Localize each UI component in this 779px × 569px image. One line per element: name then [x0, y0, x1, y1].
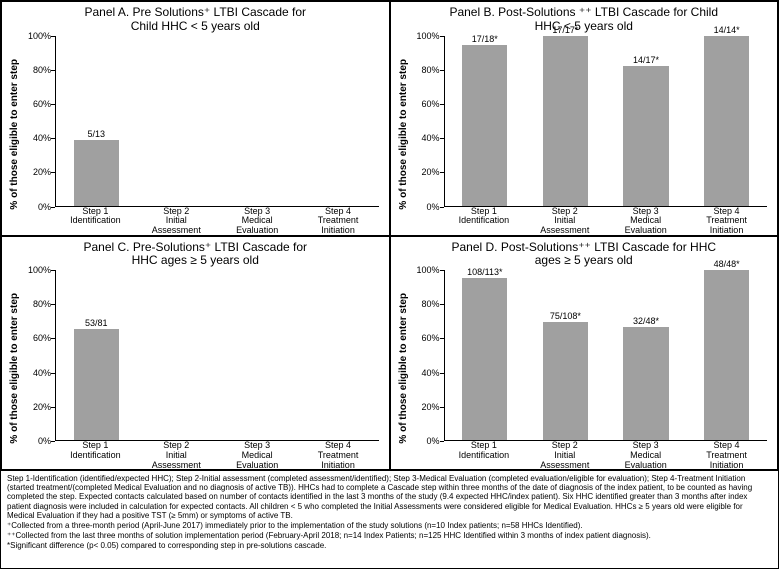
bars-region: 53/81	[55, 270, 379, 441]
y-tick-label: 40%	[33, 368, 51, 378]
y-tick-label: 80%	[421, 299, 439, 309]
y-axis: 0%20%40%60%80%100%	[23, 270, 53, 441]
panel-a: Panel A. Pre Solutions⁺ LTBI Cascade for…	[1, 1, 390, 236]
x-tick-label: Step 1 Identification	[444, 441, 525, 467]
y-tick-label: 100%	[416, 265, 439, 275]
y-axis-label: % of those eligible to enter step	[8, 293, 21, 444]
bars-region: 108/113* 75/108* 32/48* 48/48*	[444, 270, 768, 441]
x-tick-label: Step 4 Treatment Initiation	[298, 441, 379, 467]
y-tick-label: 80%	[33, 65, 51, 75]
panel-b: Panel B. Post-Solutions ⁺⁺ LTBI Cascade …	[390, 1, 779, 236]
bar-value-label: 32/48*	[633, 316, 659, 326]
chart-area: % of those eligible to enter step 0% 20% 40…	[397, 36, 772, 233]
chart-area: % of those eligible to enter step 0% 20% 40…	[8, 270, 383, 467]
x-tick-label: Step 3 Medical Evaluation	[605, 207, 686, 233]
x-tick-label: Step 1 Identification	[444, 207, 525, 233]
bar-value-label: 17/18*	[472, 34, 498, 44]
x-tick-label: Step 4 Treatment Initiation	[686, 207, 767, 233]
y-tick-label: 60%	[33, 333, 51, 343]
x-tick-label: Step 1 Identification	[55, 441, 136, 467]
x-tick-label: Step 4 Treatment Initiation	[686, 441, 767, 467]
y-tick-label: 0%	[426, 202, 439, 212]
y-tick-label: 40%	[421, 133, 439, 143]
footnote-line: ⁺⁺Collected from the last three months o…	[7, 531, 772, 540]
x-axis-labels: Step 1 IdentificationStep 2 Initial Asse…	[55, 207, 379, 233]
y-tick-label: 40%	[33, 133, 51, 143]
y-axis-label: % of those eligible to enter step	[397, 59, 410, 210]
x-tick-label: Step 2 Initial Assessment	[136, 207, 217, 233]
bar-value-label: 108/113*	[467, 267, 502, 277]
bar-value-label: 75/108*	[550, 311, 581, 321]
plot: 0%20%40%60%80%100%5/13Step 1 Identificat…	[23, 36, 383, 233]
panel-title: Panel C. Pre-Solutions⁺ LTBI Cascade for…	[8, 241, 383, 269]
x-tick-label: Step 3 Medical Evaluation	[217, 441, 298, 467]
bar: 48/48*	[704, 270, 749, 440]
x-tick-label: Step 2 Initial Assessment	[524, 441, 605, 467]
panels-grid: Panel A. Pre Solutions⁺ LTBI Cascade for…	[1, 1, 778, 471]
y-tick-label: 100%	[28, 265, 51, 275]
y-tick-label: 80%	[421, 65, 439, 75]
panel-d: Panel D. Post-Solutions⁺⁺ LTBI Cascade f…	[390, 236, 779, 471]
footnote-line: *Significant difference (p< 0.05) compar…	[7, 541, 772, 550]
footnotes: Step 1-Identification (identified/expect…	[1, 471, 778, 568]
bar: 108/113*	[462, 278, 507, 440]
bar-value-label: 5/13	[88, 129, 106, 139]
x-tick-label: Step 4 Treatment Initiation	[298, 207, 379, 233]
y-tick-label: 0%	[38, 436, 51, 446]
plot: 0%20%40%60%80%100%53/81Step 1 Identifica…	[23, 270, 383, 467]
footnote-line: ⁺Collected from a three-month period (Ap…	[7, 521, 772, 530]
x-tick-label: Step 1 Identification	[55, 207, 136, 233]
figure-container: Panel A. Pre Solutions⁺ LTBI Cascade for…	[0, 0, 779, 569]
bars-region: 17/18* 17/17* 14/17* 14/14*	[444, 36, 768, 207]
bars-region: 5/13	[55, 36, 379, 207]
x-tick-label: Step 2 Initial Assessment	[524, 207, 605, 233]
bar-value-label: 53/81	[85, 318, 108, 328]
y-tick-label: 20%	[421, 402, 439, 412]
x-tick-label: Step 2 Initial Assessment	[136, 441, 217, 467]
y-tick-label: 0%	[426, 436, 439, 446]
y-tick-label: 60%	[421, 333, 439, 343]
y-tick-label: 60%	[33, 99, 51, 109]
x-tick-label: Step 3 Medical Evaluation	[605, 441, 686, 467]
y-axis: 0%20%40%60%80%100%	[23, 36, 53, 207]
y-tick-label: 80%	[33, 299, 51, 309]
panel-c: Panel C. Pre-Solutions⁺ LTBI Cascade for…	[1, 236, 390, 471]
y-tick-label: 100%	[28, 31, 51, 41]
y-tick-label: 60%	[421, 99, 439, 109]
y-tick-label: 0%	[38, 202, 51, 212]
plot: 0%20%40%60%80%100%17/18*17/17*14/17*14/1…	[412, 36, 772, 233]
y-tick-label: 100%	[416, 31, 439, 41]
y-axis-label: % of those eligible to enter step	[8, 59, 21, 210]
bar: 17/17*	[543, 36, 588, 206]
chart-area: % of those eligible to enter step 0% 20% 40…	[8, 36, 383, 233]
bar: 53/81	[74, 329, 119, 440]
footnote-line: Step 1-Identification (identified/expect…	[7, 474, 772, 520]
y-axis: 0%20%40%60%80%100%	[412, 270, 442, 441]
x-tick-label: Step 3 Medical Evaluation	[217, 207, 298, 233]
y-tick-label: 40%	[421, 368, 439, 378]
bar: 14/14*	[704, 36, 749, 206]
x-axis-labels: Step 1 IdentificationStep 2 Initial Asse…	[444, 441, 768, 467]
bar: 17/18*	[462, 45, 507, 205]
bar-value-label: 48/48*	[714, 259, 740, 269]
bar: 75/108*	[543, 322, 588, 440]
y-tick-label: 20%	[421, 167, 439, 177]
bar: 32/48*	[623, 327, 668, 440]
y-tick-label: 20%	[33, 402, 51, 412]
y-axis-label: % of those eligible to enter step	[397, 293, 410, 444]
bar-value-label: 14/14*	[714, 25, 740, 35]
chart-area: % of those eligible to enter step 0% 20% 40…	[397, 270, 772, 467]
bar: 14/17*	[623, 66, 668, 206]
plot: 0%20%40%60%80%100%108/113*75/108*32/48*4…	[412, 270, 772, 467]
bar-value-label: 14/17*	[633, 55, 659, 65]
y-axis: 0%20%40%60%80%100%	[412, 36, 442, 207]
x-axis-labels: Step 1 IdentificationStep 2 Initial Asse…	[444, 207, 768, 233]
x-axis-labels: Step 1 IdentificationStep 2 Initial Asse…	[55, 441, 379, 467]
bar-value-label: 17/17*	[552, 25, 578, 35]
bar: 5/13	[74, 140, 119, 205]
y-tick-label: 20%	[33, 167, 51, 177]
panel-title: Panel A. Pre Solutions⁺ LTBI Cascade for…	[8, 6, 383, 34]
